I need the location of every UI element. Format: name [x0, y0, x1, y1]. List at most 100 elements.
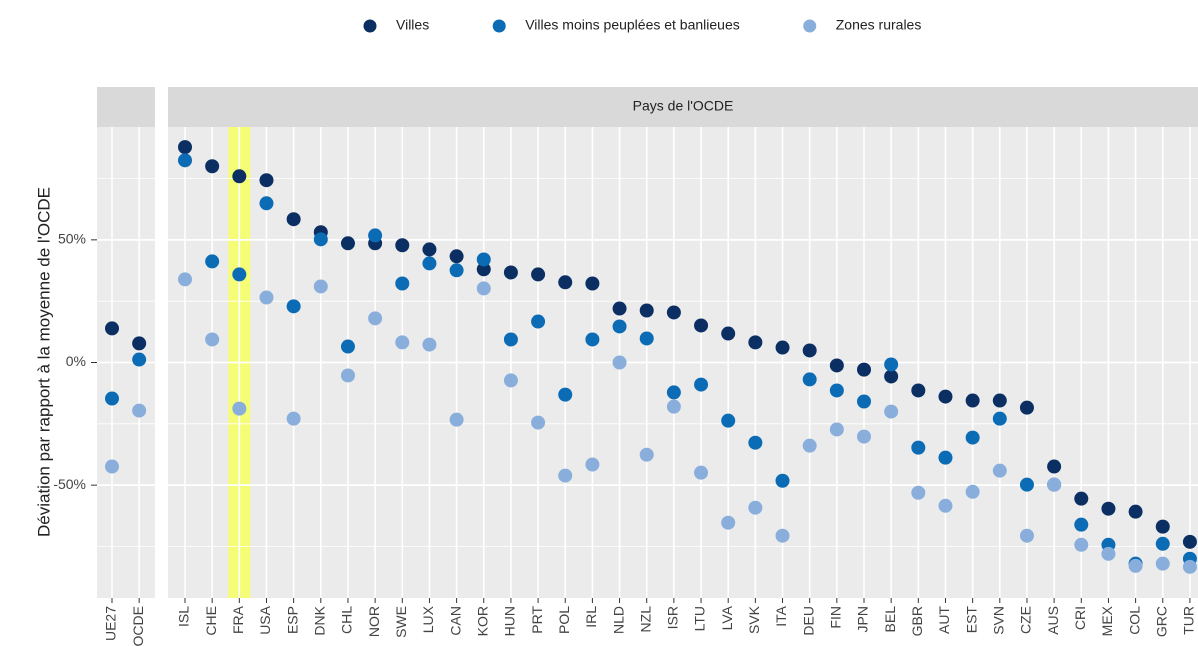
dot: [748, 335, 763, 350]
x-tick-label: BEL: [882, 606, 898, 633]
x-tick-label: CAN: [447, 606, 463, 636]
dot: [1155, 519, 1170, 534]
dot: [232, 267, 247, 282]
x-tick-label: DEU: [800, 606, 816, 636]
dot: [612, 355, 627, 370]
dot: [531, 314, 546, 329]
dot: [449, 249, 464, 264]
dot: [721, 326, 736, 341]
legend-marker: [363, 19, 377, 33]
dot: [775, 340, 790, 355]
dot: [721, 515, 736, 530]
dot: [531, 267, 546, 282]
dot: [1155, 536, 1170, 551]
dot: [748, 435, 763, 450]
dot: [205, 159, 220, 174]
dot: [1155, 556, 1170, 571]
y-tick-label: 0%: [66, 353, 86, 369]
dot: [911, 383, 926, 398]
dot: [639, 447, 654, 462]
x-tick-label: SWE: [393, 606, 409, 638]
dot: [829, 422, 844, 437]
x-tick-label: POL: [556, 606, 572, 634]
dot: [884, 404, 899, 419]
dot: [965, 393, 980, 408]
dot: [857, 362, 871, 377]
dot: [259, 173, 274, 188]
dot: [1019, 528, 1034, 543]
dot: [449, 263, 464, 278]
x-tick-label: LVA: [719, 605, 735, 630]
dot: [205, 332, 220, 347]
x-tick-label: GRC: [1153, 606, 1169, 637]
dot: [132, 352, 147, 367]
dot: [1182, 559, 1197, 574]
x-tick-label: USA: [257, 605, 273, 634]
x-tick-label: GBR: [909, 606, 925, 636]
dot: [775, 473, 790, 488]
dot: [395, 335, 410, 350]
dot: [1019, 400, 1034, 415]
x-tick-label: COL: [1126, 606, 1142, 635]
dot: [395, 276, 410, 291]
x-tick-label: MEX: [1099, 605, 1115, 636]
dot: [721, 413, 736, 428]
dot: [232, 169, 247, 184]
dot: [340, 368, 355, 383]
dot: [612, 319, 627, 334]
x-tick-label: TUR: [1181, 606, 1197, 635]
dot: [476, 252, 491, 267]
dot: [639, 331, 654, 346]
x-tick-label: AUS: [1045, 606, 1061, 635]
dot: [802, 438, 817, 453]
dot: [422, 256, 437, 271]
dot: [259, 196, 274, 211]
dot: [313, 279, 328, 294]
dot: [313, 232, 328, 247]
dot: [368, 311, 383, 326]
dot: [829, 383, 844, 398]
x-tick-label: HUN: [502, 606, 518, 636]
dot: [1101, 546, 1116, 561]
strip-label: Pays de l'OCDE: [633, 98, 734, 114]
x-tick-label: FRA: [230, 605, 246, 634]
dot: [422, 337, 437, 352]
dot: [911, 440, 926, 455]
dot: [666, 399, 681, 414]
dot: [1074, 537, 1089, 552]
x-tick-label: NZL: [637, 606, 653, 633]
x-tick-label: CRI: [1072, 606, 1088, 630]
dot: [992, 463, 1007, 478]
dot: [503, 265, 518, 280]
x-tick-label: AUT: [936, 606, 952, 634]
legend-label: Villes: [396, 17, 429, 33]
dot: [938, 389, 953, 404]
dot: [694, 318, 709, 333]
dot: [558, 387, 573, 402]
dot: [105, 321, 119, 336]
x-tick-label: JPN: [855, 606, 871, 632]
dot: [105, 391, 119, 406]
dot: [286, 299, 301, 314]
dot: [965, 430, 980, 445]
dot: [802, 343, 817, 358]
x-tick-label: ITA: [773, 605, 789, 626]
x-tick-label: SVN: [991, 606, 1007, 635]
x-tick-label: IRL: [583, 606, 599, 628]
dot: [132, 403, 147, 418]
dot: [340, 236, 355, 251]
dot: [748, 500, 763, 515]
dot: [694, 377, 709, 392]
dot: [286, 212, 301, 227]
x-tick-label: KOR: [474, 606, 490, 636]
x-tick-label: EST: [963, 606, 979, 634]
dot: [1074, 491, 1089, 506]
x-tick-label: CZE: [1018, 606, 1034, 634]
dot: [938, 498, 953, 513]
dot: [612, 301, 627, 316]
x-tick-label: ISR: [665, 606, 681, 629]
dot: [829, 358, 844, 373]
x-tick-label: ESP: [284, 606, 300, 634]
x-tick-label: LUX: [420, 605, 436, 633]
